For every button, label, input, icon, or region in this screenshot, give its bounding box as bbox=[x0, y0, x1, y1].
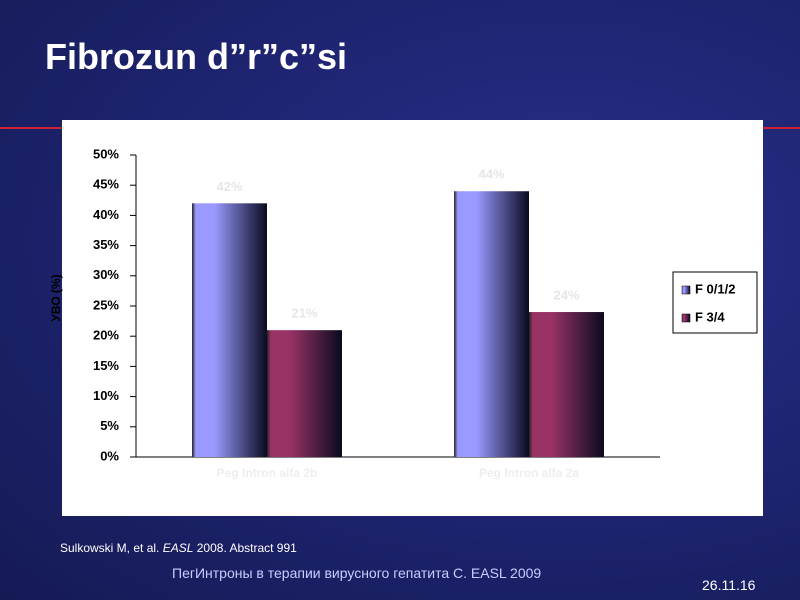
date: 26.11.16 bbox=[702, 577, 756, 593]
footnote-author: Sulkowski M, et al. bbox=[60, 541, 160, 555]
y-tick-label: 35% bbox=[93, 237, 119, 252]
bar bbox=[454, 191, 529, 458]
legend-label: F 3/4 bbox=[695, 309, 725, 324]
value-label: 21% bbox=[291, 306, 317, 321]
x-tick-label: Peg Intron alfa 2a bbox=[479, 466, 579, 480]
y-tick-label: 0% bbox=[100, 448, 119, 463]
legend bbox=[672, 271, 758, 334]
footer: ПегИнтроны в терапии вирусного гепатита … bbox=[172, 565, 542, 581]
y-tick-label: 15% bbox=[93, 358, 119, 373]
value-label: 44% bbox=[478, 167, 504, 182]
y-tick-label: 50% bbox=[93, 146, 119, 161]
y-tick-label: 45% bbox=[93, 177, 119, 192]
chart-panel bbox=[62, 120, 763, 516]
footnote-journal: EASL bbox=[162, 541, 194, 555]
legend-swatch bbox=[681, 313, 691, 323]
y-tick-label: 5% bbox=[100, 418, 119, 433]
legend-swatch bbox=[681, 285, 691, 295]
bar bbox=[192, 203, 267, 457]
slide-title: Fibrozun d”r”c”si bbox=[45, 36, 348, 77]
y-tick-label: 10% bbox=[93, 388, 119, 403]
y-tick-label: 40% bbox=[93, 207, 119, 222]
value-label: 24% bbox=[553, 287, 579, 302]
footnote: Sulkowski M, et al. EASL 2008. Abstract … bbox=[60, 541, 297, 555]
y-tick-label: 25% bbox=[93, 297, 119, 312]
bar bbox=[267, 330, 342, 457]
legend-label: F 0/1/2 bbox=[695, 281, 735, 296]
footnote-rest: 2008. Abstract 991 bbox=[196, 541, 297, 555]
value-label: 42% bbox=[216, 179, 242, 194]
bar bbox=[529, 312, 604, 457]
x-tick-label: Peg Intron alfa 2b bbox=[217, 466, 318, 480]
y-axis-label: УВО (%) bbox=[49, 274, 63, 321]
y-tick-label: 20% bbox=[93, 328, 119, 343]
y-tick-label: 30% bbox=[93, 267, 119, 282]
